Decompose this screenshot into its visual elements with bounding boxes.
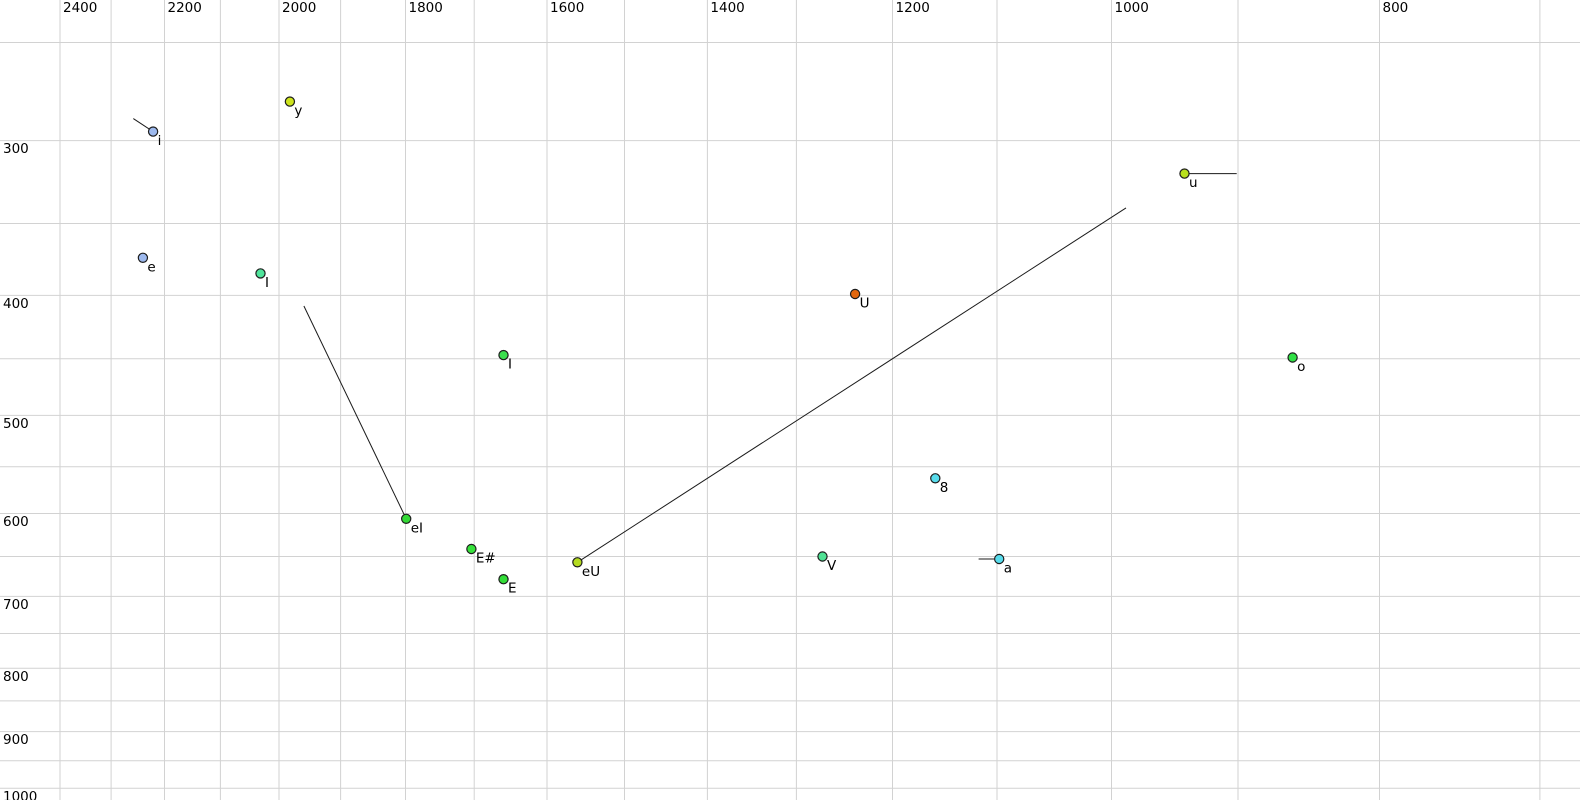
vowel-point-label: u	[1189, 175, 1198, 191]
vowel-point-label: i	[158, 133, 162, 149]
vowel-point-marker	[930, 473, 941, 484]
y-axis-tick-label: 400	[3, 296, 29, 312]
vowel-point-marker	[817, 551, 828, 562]
vowel-point-label: I	[265, 275, 269, 291]
axis-tick-labels: 2400 2200 2000 1800 1600 1400 1200 1000 800 300 40…	[3, 0, 1408, 800]
vowel-point-marker	[466, 543, 477, 555]
vowel-point-label: e	[147, 259, 155, 275]
x-axis-tick-label: 2400	[63, 0, 97, 16]
x-axis-tick-label: 1400	[710, 0, 744, 16]
vowel-point-marker	[1287, 352, 1298, 363]
vowel-point-marker	[284, 96, 296, 107]
y-axis-tick-label: 800	[3, 669, 29, 685]
x-axis-tick-label: 1600	[550, 0, 584, 16]
x-axis-tick-label: 2000	[282, 0, 316, 16]
vowel-point-marker	[994, 553, 1005, 565]
vowel-point-label: V	[827, 558, 837, 574]
vowel-point-label: E	[508, 581, 517, 597]
trajectory-line	[303, 305, 407, 520]
x-axis-tick-label: 800	[1383, 0, 1409, 16]
x-axis-tick-label: 1200	[896, 0, 930, 16]
vowel-point-label: 8	[940, 480, 949, 496]
vowel-point-label: a	[1004, 561, 1012, 577]
y-axis-tick-label: 700	[3, 597, 29, 613]
trajectory-lines	[133, 118, 1237, 563]
vowel-point-marker	[255, 268, 266, 279]
y-axis-tick-label: 500	[3, 416, 29, 432]
vowel-point-marker	[849, 288, 861, 300]
vowel-point-marker	[1179, 168, 1190, 179]
vowel-point-label: y	[294, 103, 302, 119]
y-axis-tick-label: 900	[3, 732, 29, 748]
vowel-point-label: eI	[411, 520, 423, 536]
x-axis-tick-label: 2200	[168, 0, 202, 16]
vowel-point-label: I	[508, 357, 512, 373]
vowel-point-label: o	[1297, 359, 1305, 375]
y-axis-tick-label: 300	[3, 141, 29, 157]
vowel-point-label: U	[860, 296, 870, 312]
y-axis-tick-label: 1000	[3, 789, 37, 800]
vowel-point-marker	[137, 252, 149, 263]
trajectory-line	[577, 207, 1127, 563]
vowel-point-label: E#	[476, 551, 496, 567]
vowel-point-marker	[498, 349, 509, 361]
vowel-point-marker	[498, 574, 509, 585]
vowel-point-label: eU	[582, 564, 600, 580]
vowel-point-marker	[401, 513, 412, 525]
vowel-point-marker	[572, 557, 583, 568]
x-axis-tick-label: 1000	[1115, 0, 1149, 16]
vowel-point-marker	[147, 126, 159, 137]
x-axis-tick-label: 1800	[409, 0, 443, 16]
y-axis-tick-label: 600	[3, 514, 29, 530]
